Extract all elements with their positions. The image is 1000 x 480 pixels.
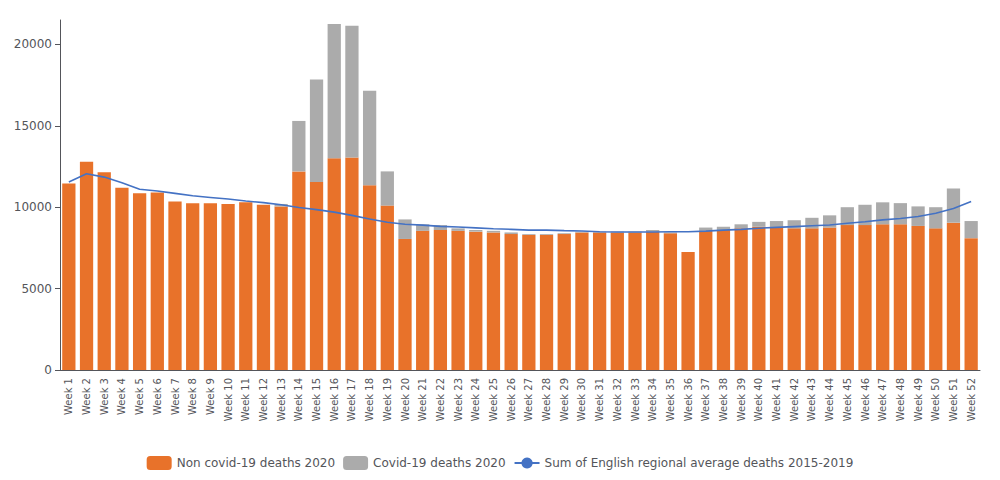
svg-text:Week 35: Week 35 [665,378,676,421]
svg-text:Week 51: Week 51 [948,378,959,421]
svg-text:Week 39: Week 39 [736,378,747,421]
svg-text:Week 34: Week 34 [647,378,658,421]
svg-text:Week 26: Week 26 [506,378,517,421]
svg-text:Week 28: Week 28 [541,378,552,421]
svg-text:Week 43: Week 43 [806,378,817,421]
svg-text:Week 17: Week 17 [346,378,357,421]
svg-text:Week 33: Week 33 [630,378,641,421]
svg-text:Week 30: Week 30 [576,378,587,421]
svg-text:Week 36: Week 36 [683,378,694,421]
svg-text:Week 41: Week 41 [771,378,782,421]
svg-text:Week 1: Week 1 [63,378,74,415]
svg-text:Week 45: Week 45 [842,378,853,421]
svg-text:Week 48: Week 48 [895,378,906,421]
svg-text:Week 22: Week 22 [435,378,446,421]
svg-text:Week 14: Week 14 [293,378,304,421]
svg-text:10000: 10000 [14,200,52,214]
svg-text:Week 52: Week 52 [966,378,977,421]
svg-text:Week 8: Week 8 [187,378,198,415]
svg-text:Week 5: Week 5 [134,378,145,415]
svg-text:Week 7: Week 7 [170,378,181,415]
svg-text:Week 15: Week 15 [311,378,322,421]
svg-text:Week 31: Week 31 [594,378,605,421]
svg-text:Week 16: Week 16 [329,378,340,421]
svg-text:Week 38: Week 38 [718,378,729,421]
svg-text:Week 18: Week 18 [364,378,375,421]
svg-text:Week 2: Week 2 [81,378,92,415]
svg-text:Week 32: Week 32 [612,378,623,421]
svg-text:Week 19: Week 19 [382,378,393,421]
svg-text:Sum of English regional averag: Sum of English regional average deaths 2… [545,456,854,470]
svg-text:Week 9: Week 9 [205,378,216,415]
svg-text:0: 0 [44,363,52,377]
svg-text:Week 10: Week 10 [223,378,234,421]
svg-text:5000: 5000 [21,282,52,296]
svg-text:Week 4: Week 4 [116,378,127,415]
svg-text:Week 21: Week 21 [417,378,428,421]
svg-text:Week 13: Week 13 [276,378,287,421]
svg-text:Week 49: Week 49 [913,378,924,421]
svg-text:Week 24: Week 24 [470,378,481,421]
svg-text:Week 50: Week 50 [930,378,941,421]
svg-text:20000: 20000 [14,37,52,51]
svg-text:Week 3: Week 3 [99,378,110,415]
svg-text:15000: 15000 [14,119,52,133]
svg-text:Week 23: Week 23 [453,378,464,421]
svg-text:Week 44: Week 44 [824,378,835,421]
svg-text:Week 46: Week 46 [860,378,871,421]
svg-text:Week 37: Week 37 [700,378,711,421]
svg-text:Week 47: Week 47 [877,378,888,421]
svg-text:Week 42: Week 42 [789,378,800,421]
svg-text:Week 25: Week 25 [488,378,499,421]
svg-text:Non covid-19 deaths 2020: Non covid-19 deaths 2020 [177,456,335,470]
svg-text:Week 40: Week 40 [753,378,764,421]
svg-text:Week 12: Week 12 [258,378,269,421]
svg-text:Week 27: Week 27 [523,378,534,421]
svg-text:Week 20: Week 20 [400,378,411,421]
svg-text:Covid-19 deaths 2020: Covid-19 deaths 2020 [373,456,505,470]
svg-text:Week 11: Week 11 [240,378,251,421]
svg-text:Week 6: Week 6 [152,378,163,415]
svg-text:Week 29: Week 29 [559,378,570,421]
